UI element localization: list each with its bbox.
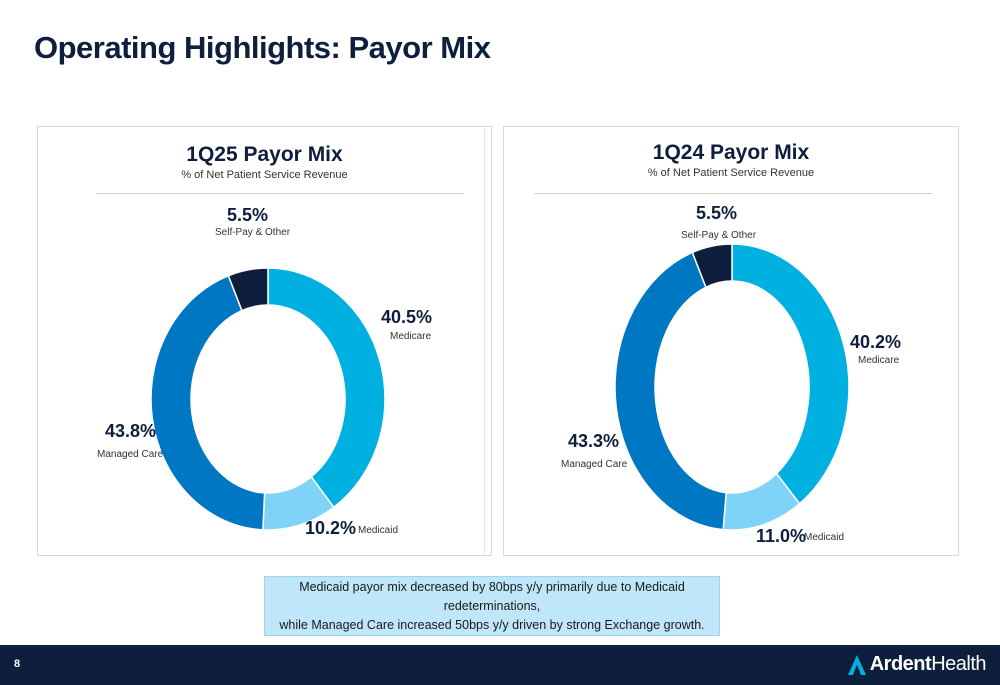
logo-a-icon [847,654,866,675]
callout-line-1: Medicaid payor mix decreased by 80bps y/… [299,579,685,613]
label-value-managed-care: 43.8% [105,421,157,441]
label-value-medicaid: 10.2% [305,518,357,538]
label-name-medicaid: Medicaid [358,525,399,536]
donut-chart-1q24 [614,243,850,531]
page-title: Operating Highlights: Payor Mix [34,30,491,65]
label-value-medicare: 40.5% [381,307,433,327]
logo-word-health: Health [931,653,986,675]
label-value-medicaid: 11.0% [756,526,807,546]
label-value-managed-care: 43.3% [568,431,620,451]
logo-word-ardent: Ardent [869,653,932,675]
chart-title: 1Q25 Payor Mix [186,143,343,166]
donut-slice-self-pay-other [227,267,269,312]
chart-panel-1q24: 1Q24 Payor Mix % of Net Patient Service … [503,126,959,556]
label-value-self-pay-other: 5.5% [227,205,269,225]
label-name-self-pay-other: Self-Pay & Other [681,230,757,241]
chart-panel-1q25: 1Q25 Payor Mix % of Net Patient Service … [37,126,492,556]
label-value-self-pay-other: 5.5% [696,203,738,223]
label-name-managed-care: Managed Care [561,459,628,470]
label-name-managed-care: Managed Care [97,449,164,460]
donut-slice-medicare [731,243,850,505]
donut-slice-managed-care [150,274,266,531]
chart-title: 1Q24 Payor Mix [652,141,810,164]
title-rule [96,193,464,194]
donut-slice-self-pay-other [691,243,733,289]
label-name-medicaid: Medicaid [804,532,845,543]
label-name-medicare: Medicare [390,331,432,342]
panel-divider [484,127,485,555]
footer-bar: 8 ArdentHealth [0,645,1000,685]
donut-slice-medicare [267,267,386,509]
label-name-medicare: Medicare [858,355,900,366]
chart-subtitle: % of Net Patient Service Revenue [181,169,348,181]
label-name-self-pay-other: Self-Pay & Other [215,227,291,238]
donut-chart-1q25 [150,267,386,531]
callout-line-2: while Managed Care increased 50bps y/y d… [279,617,705,632]
title-rule [534,193,932,194]
donut-slice-managed-care [614,251,728,531]
label-value-medicare: 40.2% [850,332,902,352]
page-number: 8 [14,658,21,670]
ardent-health-logo: ArdentHealth [847,653,986,676]
chart-subtitle: % of Net Patient Service Revenue [647,167,815,179]
callout-box: Medicaid payor mix decreased by 80bps y/… [264,576,720,636]
